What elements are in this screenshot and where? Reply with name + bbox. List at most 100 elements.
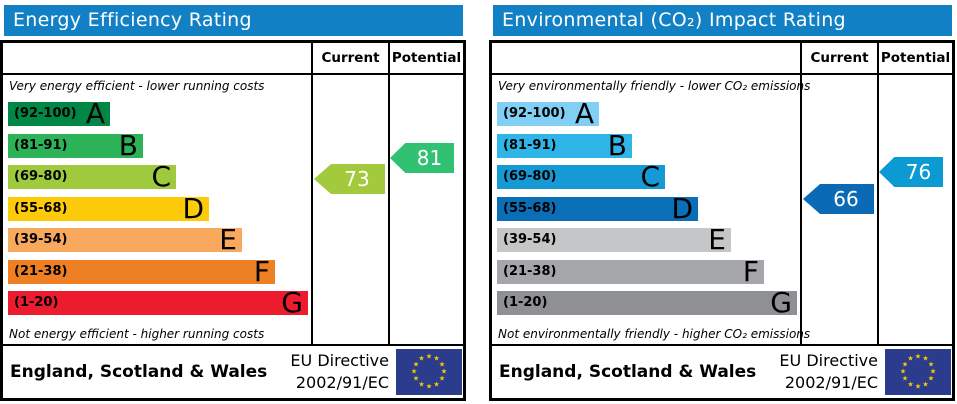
eu-flag-icon: ★ ★ ★ ★ ★ ★ ★ ★ ★ ★ ★ ★	[885, 349, 951, 395]
eu-flag-star: ★	[433, 380, 440, 389]
band-letter: E	[708, 223, 726, 256]
eu-flag-star: ★	[440, 367, 448, 376]
footer-divider	[3, 344, 463, 346]
band-d: (55-68) D	[8, 192, 209, 225]
eu-flag-star: ★	[914, 352, 922, 361]
current-rating-value: 66	[833, 187, 859, 211]
band-letter: G	[281, 286, 303, 319]
band-range: (21-38)	[503, 264, 557, 279]
potential-rating-value: 81	[416, 146, 443, 170]
top-caption: Very environmentally friendly - lower CO…	[498, 79, 811, 93]
band-letter: F	[742, 255, 759, 288]
column-divider	[311, 43, 313, 344]
eu-flag-star: ★	[914, 382, 922, 391]
potential-rating-value: 76	[905, 160, 932, 184]
band-g: (1-20) G	[497, 286, 797, 319]
eu-flag-star: ★	[922, 380, 929, 389]
column-divider	[388, 43, 390, 344]
energy-efficiency-panel: Energy Efficiency Rating Current Potenti…	[0, 0, 467, 404]
band-letter: G	[770, 286, 792, 319]
eu-flag-star: ★	[433, 354, 440, 363]
column-divider	[800, 43, 802, 344]
band-range: (81-91)	[503, 138, 557, 153]
eu-directive-line1: EU Directive	[290, 351, 389, 370]
band-range: (39-54)	[14, 232, 68, 247]
band-range: (92-100)	[503, 106, 566, 121]
eu-flag-star: ★	[412, 374, 420, 383]
table-footer: England, Scotland & Wales EU Directive 2…	[3, 346, 463, 398]
band-a: (92-100) A	[8, 100, 110, 128]
current-column-header: Current	[810, 50, 869, 66]
eu-flag-star: ★	[922, 354, 929, 363]
band-g: (1-20) G	[8, 286, 308, 319]
eu-flag-star: ★	[438, 374, 446, 383]
band-range: (92-100)	[14, 106, 77, 121]
eu-flag-star: ★	[901, 360, 909, 368]
eu-flag-star: ★	[907, 380, 914, 389]
band-letter: A	[574, 97, 594, 130]
eu-flag-star: ★	[418, 380, 425, 389]
eu-directive-line2: 2002/91/EC	[784, 373, 878, 392]
band-f: (21-38) F	[8, 255, 275, 288]
region-label: England, Scotland & Wales	[10, 362, 268, 382]
band-range: (39-54)	[503, 232, 557, 247]
eu-flag-star: ★	[899, 367, 907, 376]
potential-column-header: Potential	[880, 50, 951, 66]
band-range: (69-80)	[503, 169, 557, 184]
band-c: (69-80) C	[8, 160, 176, 193]
eu-flag-star: ★	[929, 367, 937, 376]
band-range: (55-68)	[503, 201, 557, 216]
eu-directive-line1: EU Directive	[779, 351, 878, 370]
band-letter: D	[671, 192, 693, 225]
top-caption: Very energy efficient - lower running co…	[9, 79, 265, 93]
potential-column-header: Potential	[391, 50, 462, 66]
eu-flag-star: ★	[901, 374, 909, 383]
eu-flag-icon: ★ ★ ★ ★ ★ ★ ★ ★ ★ ★ ★ ★	[396, 349, 462, 395]
co2-impact-panel: Environmental (CO₂) Impact Rating Curren…	[489, 0, 956, 404]
column-divider	[877, 43, 879, 344]
band-range: (55-68)	[14, 201, 68, 216]
eu-flag-star: ★	[425, 382, 433, 391]
band-letter: C	[640, 160, 660, 193]
table-footer: England, Scotland & Wales EU Directive 2…	[492, 346, 952, 398]
band-d: (55-68) D	[497, 192, 698, 225]
band-c: (69-80) C	[497, 160, 665, 193]
eu-flag-star: ★	[438, 360, 446, 368]
eu-flag-star: ★	[927, 360, 935, 368]
eu-flag-star: ★	[412, 360, 420, 368]
header-divider	[492, 73, 952, 75]
panel-title: Environmental (CO₂) Impact Rating	[493, 5, 952, 36]
region-label: England, Scotland & Wales	[499, 362, 757, 382]
band-a: (92-100) A	[497, 97, 599, 130]
eu-flag-star: ★	[425, 352, 433, 361]
eu-flag-star: ★	[418, 354, 425, 363]
eu-flag-star: ★	[927, 374, 935, 383]
bottom-caption: Not environmentally friendly - higher CO…	[498, 327, 811, 341]
band-letter: C	[151, 160, 171, 193]
rating-table: Current Potential Very environmentally f…	[489, 40, 955, 401]
band-letter: F	[253, 255, 270, 288]
panel-title: Energy Efficiency Rating	[4, 5, 463, 36]
eu-directive-label: EU Directive 2002/91/EC	[290, 350, 389, 394]
current-rating-value: 73	[344, 167, 370, 191]
potential-rating-arrow: 76	[879, 157, 943, 187]
rating-table: Current Potential Very energy efficient …	[0, 40, 466, 401]
band-letter: B	[118, 129, 138, 162]
band-range: (81-91)	[14, 138, 68, 153]
eu-flag-star: ★	[907, 354, 914, 363]
header-divider	[3, 73, 463, 75]
band-letter: D	[182, 192, 204, 225]
band-range: (69-80)	[14, 169, 68, 184]
eu-flag-star: ★	[410, 367, 418, 376]
current-rating-arrow: 73	[314, 164, 385, 194]
band-range: (1-20)	[14, 295, 59, 310]
band-f: (21-38) F	[497, 255, 764, 288]
eu-directive-label: EU Directive 2002/91/EC	[779, 350, 878, 394]
footer-divider	[492, 344, 952, 346]
eu-directive-line2: 2002/91/EC	[295, 373, 389, 392]
band-range: (21-38)	[14, 264, 68, 279]
band-e: (39-54) E	[8, 226, 242, 254]
band-e: (39-54) E	[497, 223, 731, 256]
current-column-header: Current	[321, 50, 380, 66]
